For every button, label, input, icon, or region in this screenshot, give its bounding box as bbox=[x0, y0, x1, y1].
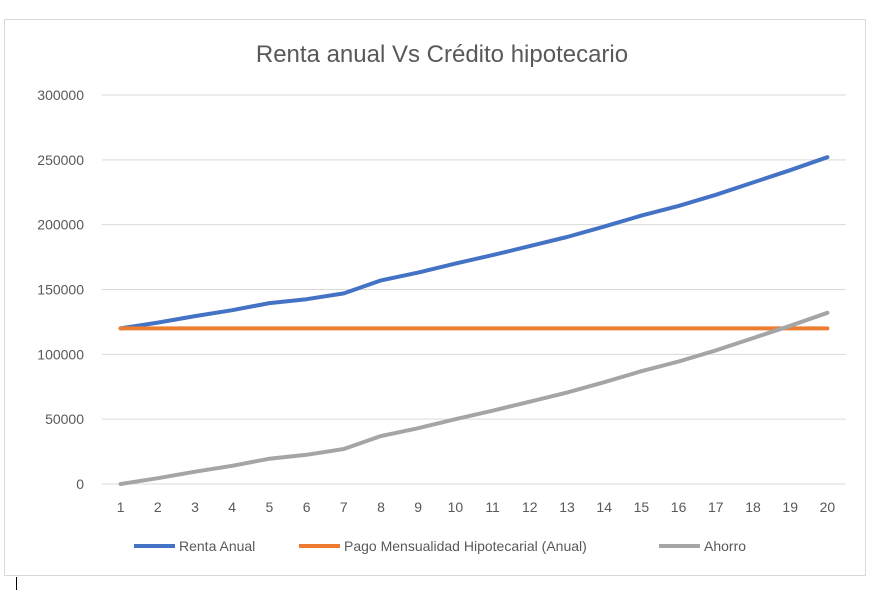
chart-area bbox=[4, 19, 866, 576]
x-tick-label: 13 bbox=[559, 499, 575, 515]
x-tick-label: 3 bbox=[191, 499, 199, 515]
gridlines bbox=[102, 94, 846, 485]
x-tick-label: 2 bbox=[154, 499, 162, 515]
x-tick-label: 9 bbox=[414, 499, 422, 515]
legend: Renta Anual Pago Mensualidad Hipotecarial… bbox=[134, 538, 746, 554]
y-tick-label: 300000 bbox=[37, 87, 84, 103]
x-tick-label: 8 bbox=[377, 499, 385, 515]
text-cursor bbox=[16, 577, 17, 590]
x-tick-label: 20 bbox=[820, 499, 836, 515]
series-lines bbox=[118, 155, 830, 486]
x-tick-label: 12 bbox=[522, 499, 538, 515]
x-tick-label: 5 bbox=[266, 499, 274, 515]
x-tick-label: 19 bbox=[782, 499, 798, 515]
series-line-2 bbox=[118, 310, 830, 486]
y-tick-label: 250000 bbox=[37, 152, 84, 168]
x-tick-label: 14 bbox=[596, 499, 612, 515]
x-tick-label: 16 bbox=[671, 499, 687, 515]
y-tick-label: 150000 bbox=[37, 282, 84, 298]
y-tick-label: 200000 bbox=[37, 217, 84, 233]
series-line-0 bbox=[118, 155, 830, 331]
x-tick-label: 1 bbox=[117, 499, 125, 515]
x-tick-label: 10 bbox=[448, 499, 464, 515]
chart-title: Renta anual Vs Crédito hipotecario bbox=[256, 41, 628, 68]
y-tick-label: 50000 bbox=[45, 411, 84, 427]
x-axis-ticks: 1 2 3 4 5 6 7 8 9 10 11 12 13 14 15 16 17 18 19 20 bbox=[117, 499, 836, 515]
x-tick-label: 4 bbox=[228, 499, 236, 515]
legend-label-2: Ahorro bbox=[704, 538, 746, 554]
legend-label-0: Renta Anual bbox=[179, 538, 255, 554]
legend-label-1: Pago Mensualidad Hipotecarial (Anual) bbox=[344, 538, 587, 554]
x-tick-label: 7 bbox=[340, 499, 348, 515]
x-tick-label: 11 bbox=[485, 499, 500, 515]
x-tick-label: 17 bbox=[708, 499, 724, 515]
y-tick-label: 0 bbox=[76, 476, 84, 492]
x-tick-label: 18 bbox=[745, 499, 761, 515]
y-tick-label: 100000 bbox=[37, 346, 84, 362]
y-axis-ticks: 0 50000 100000 150000 200000 250000 300000 bbox=[37, 87, 84, 492]
x-tick-label: 15 bbox=[634, 499, 650, 515]
x-tick-label: 6 bbox=[303, 499, 311, 515]
